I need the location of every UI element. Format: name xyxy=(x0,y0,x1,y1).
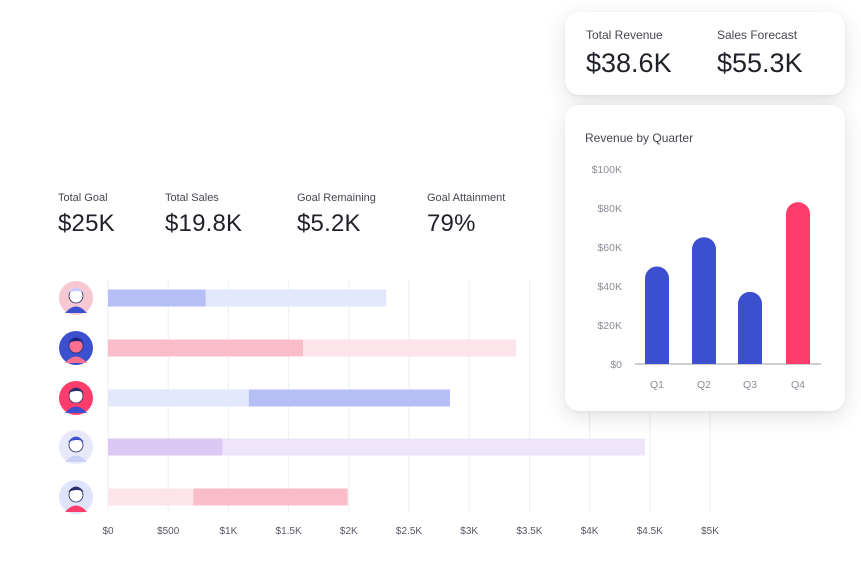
avatar-hair xyxy=(68,436,84,442)
x-tick-label: $3.5K xyxy=(516,526,542,537)
y-tick-label: $20K xyxy=(597,320,622,332)
quarter-bar xyxy=(738,291,762,364)
kpi-goal-attainment: Goal Attainment 79% xyxy=(427,192,505,238)
x-tick-label: Q3 xyxy=(743,379,757,391)
avatar-hair xyxy=(68,337,84,343)
kpi-label: Total Sales xyxy=(165,192,219,204)
total-revenue-metric: Total Revenue $38.6K xyxy=(586,28,672,79)
quarter-bar xyxy=(786,202,810,364)
avatar-4-icon xyxy=(59,430,93,464)
sales-bar xyxy=(108,438,223,456)
kpi-value: $5.2K xyxy=(297,210,361,237)
x-tick-label: $4.5K xyxy=(637,526,663,537)
x-tick-label: $0 xyxy=(102,526,114,537)
avatar-5-icon xyxy=(59,480,93,514)
x-tick-label: $4K xyxy=(581,526,599,537)
avatar-hair xyxy=(68,486,84,492)
total-revenue-label: Total Revenue xyxy=(586,28,663,42)
kpi-label: Total Goal xyxy=(58,192,108,204)
avatar-2-icon xyxy=(59,331,93,365)
avatar-body xyxy=(65,505,87,512)
avatar-body xyxy=(65,306,87,313)
kpi-value: $19.8K xyxy=(165,210,243,237)
avatar-body xyxy=(65,356,87,363)
chart-title: Revenue by Quarter xyxy=(585,131,694,145)
x-tick-label: $2.5K xyxy=(396,526,422,537)
x-tick-label: $2K xyxy=(340,526,358,537)
kpi-label: Goal Attainment xyxy=(427,192,506,204)
kpi-value: 79% xyxy=(427,210,476,237)
quarter-bar xyxy=(692,237,716,364)
quarter-bar xyxy=(645,266,669,364)
avatar-1-icon xyxy=(59,281,93,315)
kpi-total-sales: Total Sales $19.8K xyxy=(165,192,242,238)
sales-forecast-value: $55.3K xyxy=(717,48,803,78)
total-revenue-value: $38.6K xyxy=(586,48,672,78)
avatar-hair xyxy=(68,387,84,393)
y-tick-label: $80K xyxy=(597,203,622,215)
y-tick-label: $40K xyxy=(597,281,622,293)
kpi-total-goal: Total Goal $25K xyxy=(58,192,115,238)
y-tick-label: $60K xyxy=(597,242,622,254)
x-tick-label: $1.5K xyxy=(276,526,302,537)
kpi-label: Goal Remaining xyxy=(297,192,376,204)
x-tick-label: Q2 xyxy=(697,379,711,391)
goal-bar xyxy=(108,438,645,456)
sales-bar xyxy=(193,488,348,506)
sales-bar xyxy=(108,339,304,357)
x-tick-label: Q1 xyxy=(650,379,664,391)
avatar-hair xyxy=(68,287,84,293)
sales-bar xyxy=(248,389,450,407)
revenue-summary-card: Total Revenue $38.6K Sales Forecast $55.… xyxy=(565,12,845,95)
sales-forecast-label: Sales Forecast xyxy=(717,28,798,42)
x-tick-label: $3K xyxy=(460,526,478,537)
x-tick-label: $5K xyxy=(701,526,719,537)
sales-forecast-metric: Sales Forecast $55.3K xyxy=(717,28,803,79)
y-tick-label: $100K xyxy=(592,164,622,176)
kpi-goal-remaining: Goal Remaining $5.2K xyxy=(297,192,376,238)
x-tick-label: $500 xyxy=(157,526,180,537)
avatar-body xyxy=(65,455,87,462)
avatar-3-icon xyxy=(59,381,93,415)
x-tick-label: Q4 xyxy=(791,379,805,391)
x-tick-label: $1K xyxy=(220,526,238,537)
avatar-body xyxy=(65,406,87,413)
sales-bar xyxy=(108,289,206,307)
revenue-by-quarter-chart: $0 $20K $40K $60K $80K $100K Q1 Q2 Q3 Q4 xyxy=(592,164,821,391)
revenue-by-quarter-card: Revenue by Quarter $0 $20K $40K $60K $80K $10… xyxy=(565,105,845,411)
kpi-value: $25K xyxy=(58,210,115,237)
y-tick-label: $0 xyxy=(610,359,622,371)
